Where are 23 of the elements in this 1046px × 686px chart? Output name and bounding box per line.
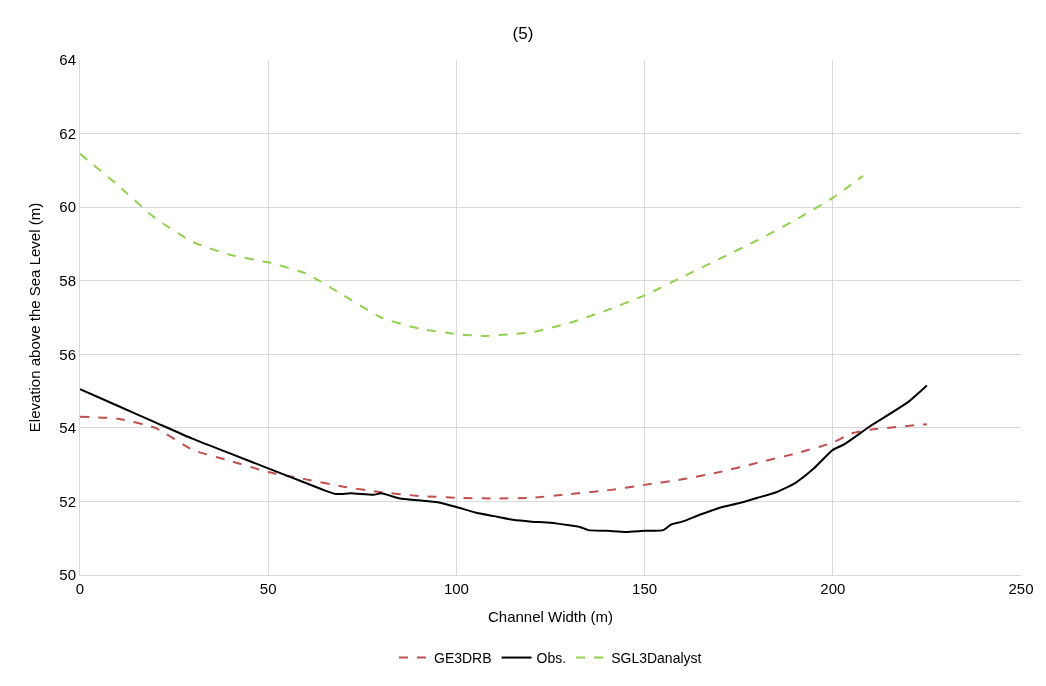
y-tick-label: 54 xyxy=(59,419,76,437)
y-tick-label: 56 xyxy=(59,345,76,363)
x-tick-label: 200 xyxy=(820,580,846,597)
y-tick-label: 60 xyxy=(59,198,76,216)
x-axis-title: Channel Width (m) xyxy=(487,608,614,625)
x-tick-label: 100 xyxy=(443,580,469,597)
line-series xyxy=(80,152,864,337)
x-tick-label: 250 xyxy=(1008,580,1034,597)
legend-label: SGL3Danalyst xyxy=(611,650,702,667)
y-tick-label: 58 xyxy=(59,271,76,289)
y-tick-label: 62 xyxy=(59,124,76,142)
y-tick-label: 52 xyxy=(59,492,76,510)
legend-label: GE3DRB xyxy=(434,650,492,667)
y-tick-label: 64 xyxy=(59,51,76,69)
legend-label: Obs. xyxy=(536,650,567,667)
x-tick-label: 50 xyxy=(259,580,277,597)
chart-title: (5) xyxy=(512,24,534,44)
x-tick-label: 150 xyxy=(632,580,658,597)
line-series xyxy=(80,384,928,533)
x-tick-label: 0 xyxy=(75,580,85,597)
y-tick-label: 50 xyxy=(59,566,76,584)
y-axis-title: Elevation above the Sea Level (m) xyxy=(25,202,43,433)
line-series xyxy=(80,415,928,500)
